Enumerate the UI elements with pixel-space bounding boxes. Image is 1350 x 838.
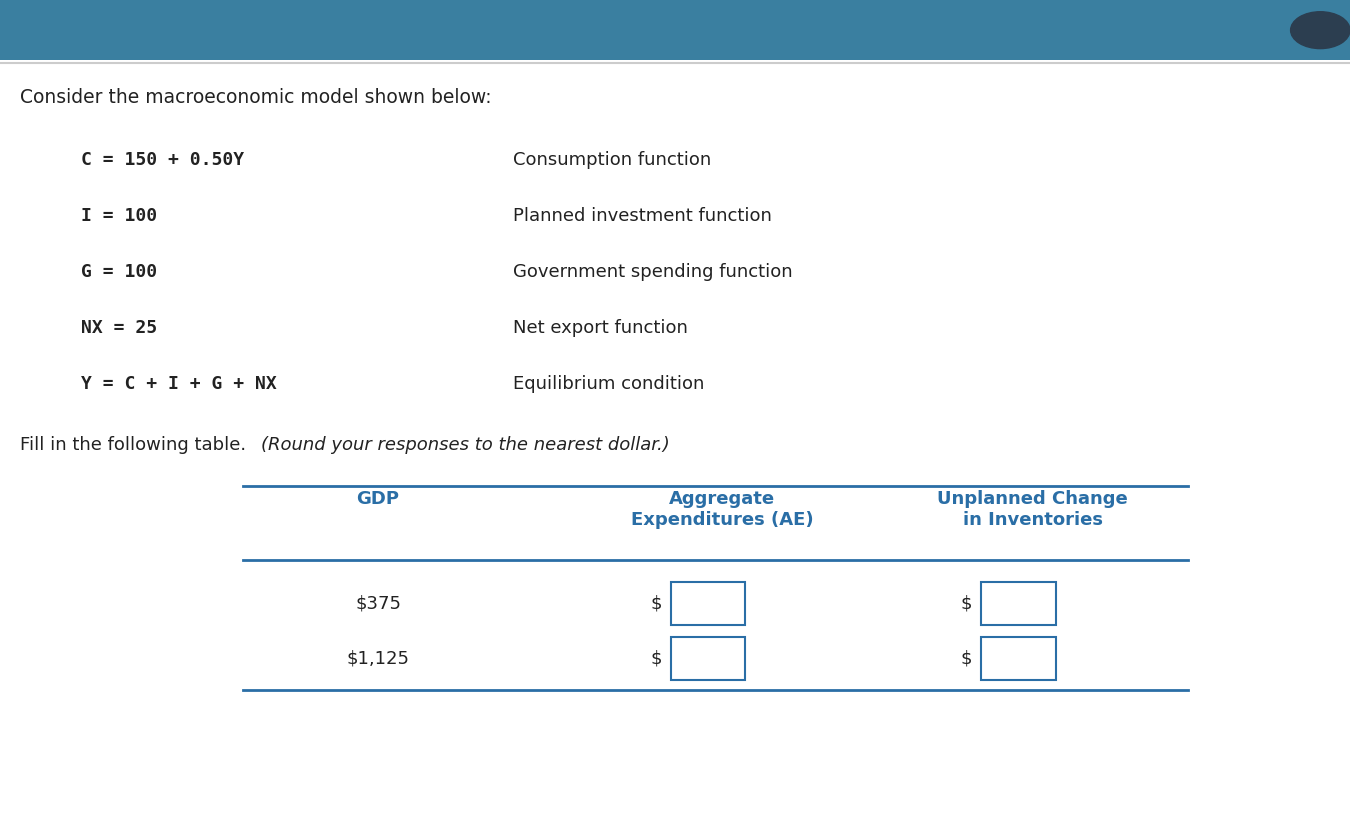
Text: Planned investment function: Planned investment function (513, 207, 772, 225)
Text: Government spending function: Government spending function (513, 263, 792, 281)
Text: G = 100: G = 100 (81, 263, 157, 281)
Text: Fill in the following table.: Fill in the following table. (20, 436, 252, 453)
Text: Equilibrium condition: Equilibrium condition (513, 375, 705, 393)
Text: Y = C + I + G + NX: Y = C + I + G + NX (81, 375, 277, 393)
Text: $: $ (960, 594, 972, 613)
Text: $: $ (649, 649, 662, 668)
Text: NX = 25: NX = 25 (81, 319, 157, 337)
Text: $: $ (960, 649, 972, 668)
FancyBboxPatch shape (981, 637, 1056, 680)
FancyBboxPatch shape (0, 0, 1350, 60)
FancyBboxPatch shape (981, 582, 1056, 625)
Text: Net export function: Net export function (513, 319, 688, 337)
Text: $375: $375 (355, 594, 401, 613)
Text: C = 150 + 0.50Y: C = 150 + 0.50Y (81, 151, 244, 168)
Text: (Round your responses to the nearest dollar.): (Round your responses to the nearest dol… (261, 436, 670, 453)
Text: Unplanned Change
in Inventories: Unplanned Change in Inventories (937, 490, 1129, 529)
FancyBboxPatch shape (671, 582, 745, 625)
Text: Consumption function: Consumption function (513, 151, 711, 168)
FancyBboxPatch shape (671, 637, 745, 680)
Text: $1,125: $1,125 (347, 649, 409, 668)
Text: Aggregate
Expenditures (AE): Aggregate Expenditures (AE) (630, 490, 814, 529)
Text: Consider the macroeconomic model shown below:: Consider the macroeconomic model shown b… (20, 88, 491, 107)
Text: GDP: GDP (356, 490, 400, 508)
Text: I = 100: I = 100 (81, 207, 157, 225)
Text: $: $ (649, 594, 662, 613)
Circle shape (1291, 12, 1350, 49)
